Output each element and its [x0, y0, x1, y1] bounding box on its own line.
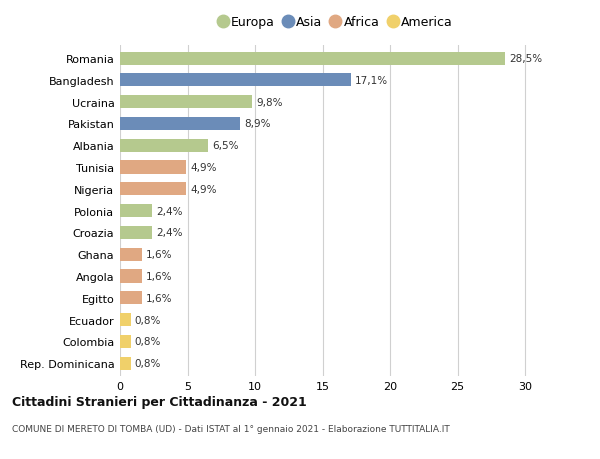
Text: 4,9%: 4,9% — [190, 162, 217, 173]
Bar — [120, 205, 152, 218]
Bar — [120, 161, 186, 174]
Text: 28,5%: 28,5% — [509, 54, 542, 64]
Bar — [120, 140, 208, 152]
Text: 2,4%: 2,4% — [157, 228, 183, 238]
Bar — [120, 183, 186, 196]
Text: Cittadini Stranieri per Cittadinanza - 2021: Cittadini Stranieri per Cittadinanza - 2… — [12, 395, 307, 408]
Text: 6,5%: 6,5% — [212, 141, 238, 151]
Text: 9,8%: 9,8% — [256, 97, 283, 107]
Legend: Europa, Asia, Africa, America: Europa, Asia, Africa, America — [216, 12, 456, 33]
Bar — [120, 313, 131, 326]
Text: 8,9%: 8,9% — [244, 119, 271, 129]
Text: COMUNE DI MERETO DI TOMBA (UD) - Dati ISTAT al 1° gennaio 2021 - Elaborazione TU: COMUNE DI MERETO DI TOMBA (UD) - Dati IS… — [12, 425, 450, 434]
Text: 0,8%: 0,8% — [135, 336, 161, 347]
Text: 1,6%: 1,6% — [146, 250, 172, 260]
Bar — [120, 226, 152, 240]
Bar — [120, 52, 505, 66]
Text: 0,8%: 0,8% — [135, 315, 161, 325]
Bar — [120, 335, 131, 348]
Text: 4,9%: 4,9% — [190, 185, 217, 195]
Bar — [120, 248, 142, 261]
Bar — [120, 357, 131, 370]
Text: 1,6%: 1,6% — [146, 271, 172, 281]
Text: 0,8%: 0,8% — [135, 358, 161, 368]
Text: 17,1%: 17,1% — [355, 76, 388, 86]
Bar — [120, 118, 240, 131]
Bar — [120, 291, 142, 305]
Bar — [120, 74, 351, 87]
Text: 1,6%: 1,6% — [146, 293, 172, 303]
Bar — [120, 96, 253, 109]
Text: 2,4%: 2,4% — [157, 206, 183, 216]
Bar — [120, 270, 142, 283]
